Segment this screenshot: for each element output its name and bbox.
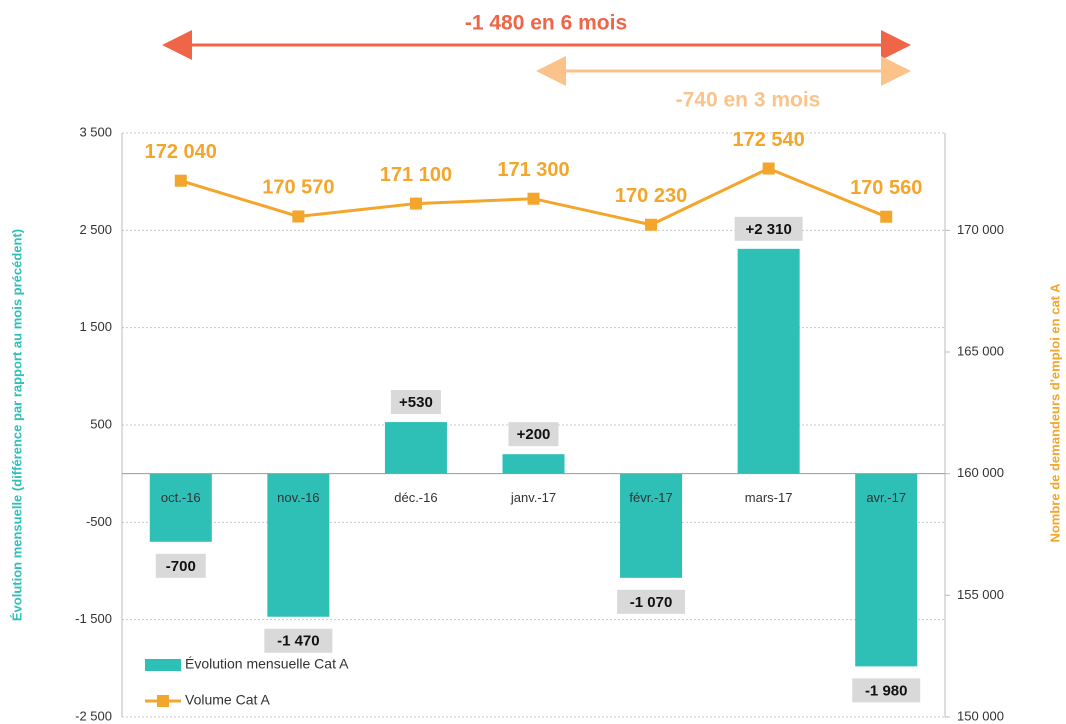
data-label: -1 470 xyxy=(277,633,320,650)
legend-label: Évolution mensuelle Cat A xyxy=(185,656,349,672)
bar xyxy=(267,473,330,617)
data-label: +530 xyxy=(399,394,433,411)
y2-tick-label: 165 000 xyxy=(957,343,1004,358)
x-tick-label: févr.-17 xyxy=(629,490,672,505)
point xyxy=(645,218,658,231)
x-tick-label: déc.-16 xyxy=(394,490,437,505)
label-box xyxy=(155,553,206,578)
label-box xyxy=(617,589,686,614)
y2-tick-label: 155 000 xyxy=(957,587,1004,602)
bar xyxy=(855,473,918,667)
y-tick-label: 1 500 xyxy=(79,319,112,334)
x-tick-label: janv.-17 xyxy=(510,490,556,505)
bar xyxy=(149,473,212,542)
point xyxy=(880,210,893,223)
data-label: 172 040 xyxy=(145,141,217,163)
data-label: -1 070 xyxy=(630,594,673,611)
bar xyxy=(502,454,565,474)
x-tick-label: avr.-17 xyxy=(866,490,906,505)
y2-tick-label: 160 000 xyxy=(957,465,1004,480)
data-label: -1 980 xyxy=(865,682,908,699)
label-box xyxy=(390,390,441,415)
y-tick-label: 3 500 xyxy=(79,124,112,139)
y-tick-label: -1 500 xyxy=(75,611,112,626)
data-label: 170 560 xyxy=(850,177,922,199)
y-tick-label: 2 500 xyxy=(79,222,112,237)
y2-tick-label: 170 000 xyxy=(957,222,1004,237)
label-box xyxy=(734,216,803,241)
x-tick-label: mars-17 xyxy=(745,490,793,505)
label-box xyxy=(852,678,921,703)
legend-label: Volume Cat A xyxy=(185,692,270,708)
point xyxy=(292,210,305,223)
data-label: 170 230 xyxy=(615,185,687,207)
data-label: 171 300 xyxy=(497,159,569,181)
y-axis-label: Évolution mensuelle (différence par rapp… xyxy=(9,229,24,621)
annotation: -740 en 3 mois xyxy=(676,89,821,112)
point xyxy=(527,192,540,205)
data-label: 170 570 xyxy=(262,177,334,199)
bar xyxy=(620,473,683,578)
data-label: 172 540 xyxy=(732,129,804,151)
bar xyxy=(737,248,800,474)
y-tick-label: 500 xyxy=(90,416,112,431)
legend-swatch xyxy=(145,659,181,671)
point xyxy=(762,162,775,175)
label-box xyxy=(508,422,559,447)
annotation: -1 480 en 6 mois xyxy=(465,12,627,35)
x-tick-label: nov.-16 xyxy=(277,490,319,505)
point xyxy=(174,174,187,187)
point xyxy=(409,197,422,210)
bar xyxy=(384,422,447,474)
y2-tick-label: 150 000 xyxy=(957,708,1004,723)
y-tick-label: -2 500 xyxy=(75,708,112,723)
label-box xyxy=(264,628,333,653)
y2-axis-label: Nombre de demandeurs d'emploi en cat A xyxy=(1047,283,1062,543)
y-tick-label: -500 xyxy=(86,514,112,529)
data-label: -700 xyxy=(166,558,196,575)
data-label: 171 100 xyxy=(380,164,452,186)
data-label: +2 310 xyxy=(745,221,791,238)
x-tick-label: oct.-16 xyxy=(161,490,201,505)
data-label: +200 xyxy=(517,426,551,443)
legend-swatch xyxy=(157,695,169,707)
